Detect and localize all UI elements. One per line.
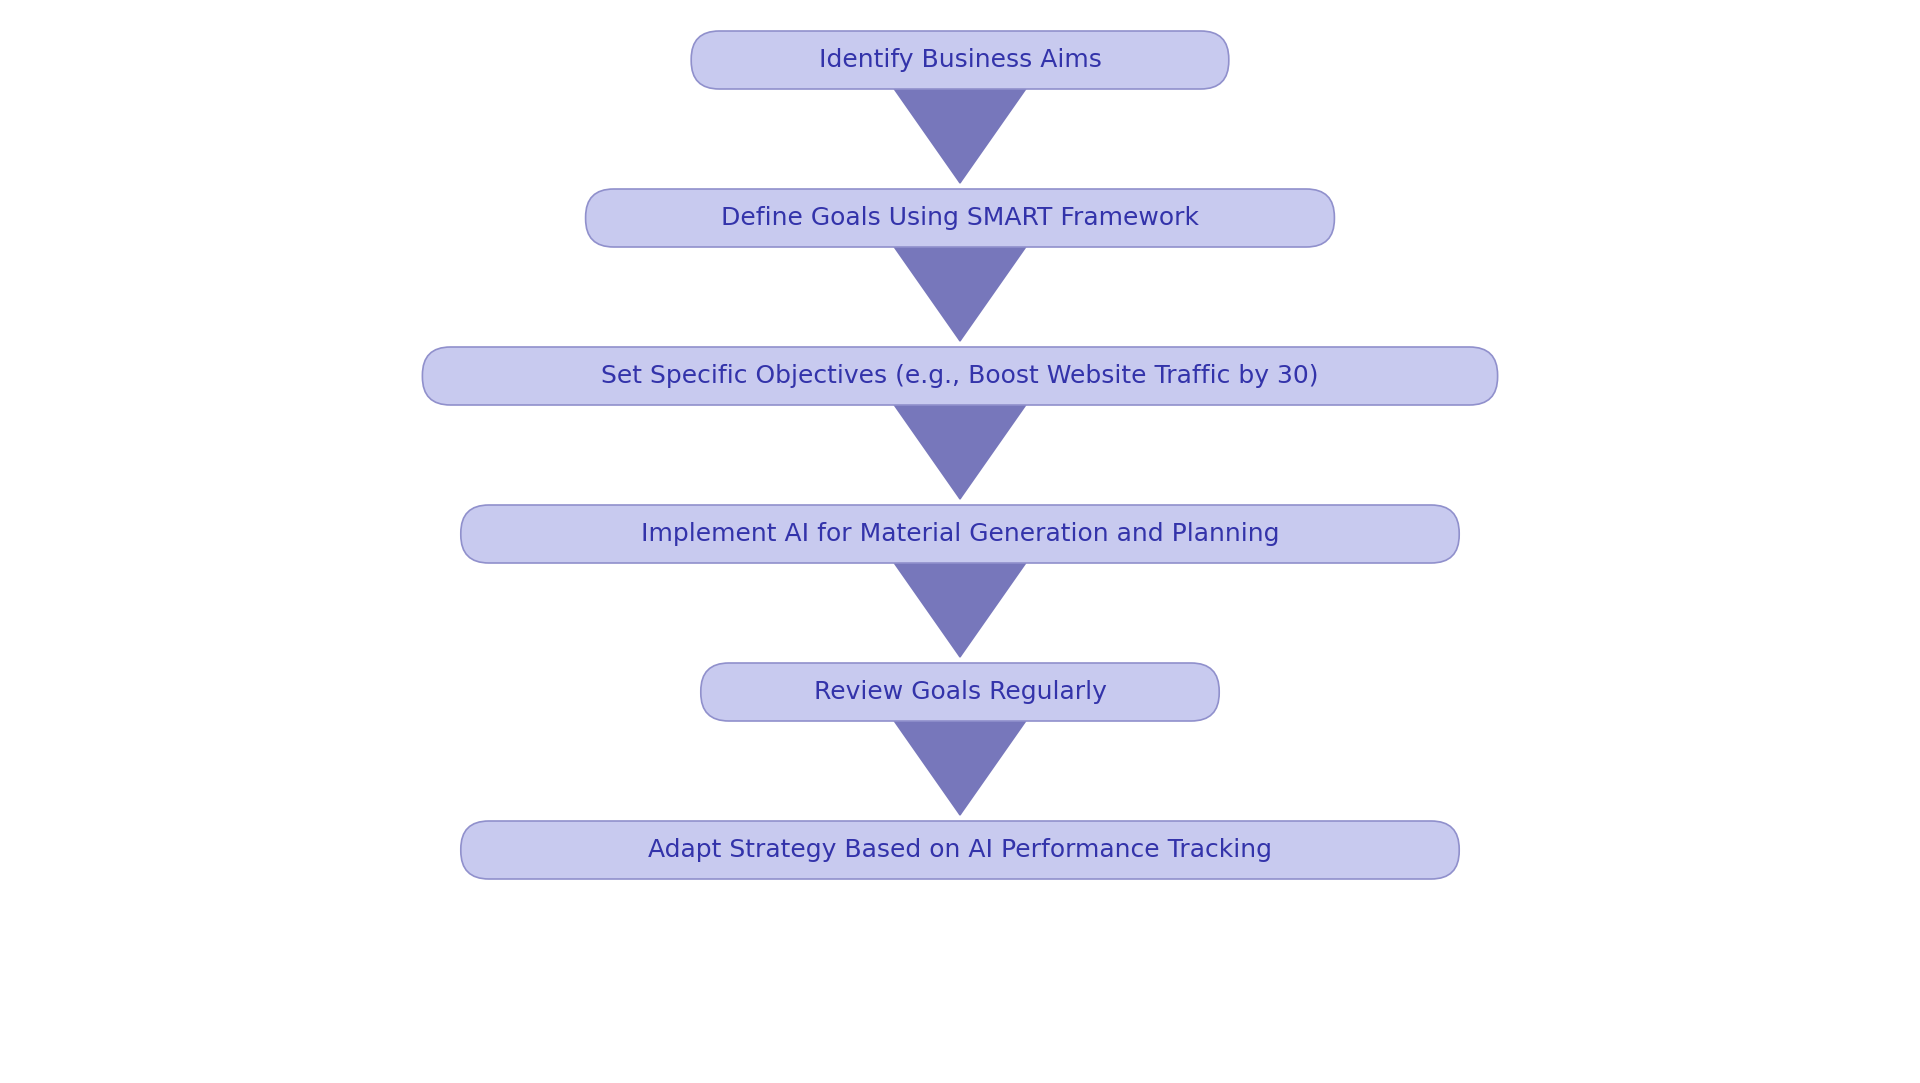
Text: Adapt Strategy Based on AI Performance Tracking: Adapt Strategy Based on AI Performance T…	[649, 838, 1271, 862]
Text: Review Goals Regularly: Review Goals Regularly	[814, 680, 1106, 704]
Text: Identify Business Aims: Identify Business Aims	[818, 48, 1102, 71]
Text: Define Goals Using SMART Framework: Define Goals Using SMART Framework	[722, 206, 1198, 230]
FancyBboxPatch shape	[701, 663, 1219, 721]
Text: Implement AI for Material Generation and Planning: Implement AI for Material Generation and…	[641, 522, 1279, 546]
FancyBboxPatch shape	[461, 505, 1459, 563]
FancyBboxPatch shape	[691, 31, 1229, 89]
FancyBboxPatch shape	[586, 190, 1334, 247]
FancyBboxPatch shape	[461, 821, 1459, 879]
FancyBboxPatch shape	[422, 347, 1498, 405]
Text: Set Specific Objectives (e.g., Boost Website Traffic by 30): Set Specific Objectives (e.g., Boost Web…	[601, 364, 1319, 388]
